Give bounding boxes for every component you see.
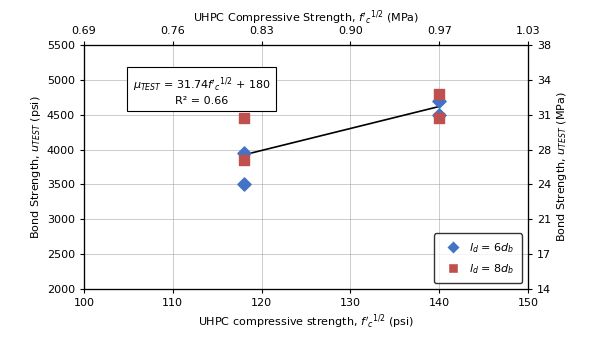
Y-axis label: Bond Strength, $u_{TEST}$ (MPa): Bond Strength, $u_{TEST}$ (MPa)	[556, 92, 569, 243]
Point	[434, 98, 444, 104]
Point	[434, 112, 444, 118]
Point	[239, 116, 248, 121]
Point	[239, 182, 248, 187]
Legend: $l_d$ = 6$d_b$, $l_d$ = 8$d_b$: $l_d$ = 6$d_b$, $l_d$ = 8$d_b$	[434, 234, 523, 283]
Point	[434, 116, 444, 121]
Y-axis label: Bond Strength, $u_{TEST}$ (psi): Bond Strength, $u_{TEST}$ (psi)	[29, 95, 43, 239]
Text: $\mu_{TEST}$ = 31.74$f'_c$$^{1/2}$ + 180
R² = 0.66: $\mu_{TEST}$ = 31.74$f'_c$$^{1/2}$ + 180…	[133, 76, 271, 106]
X-axis label: UHPC compressive strength, $f'_c$$^{1/2}$ (psi): UHPC compressive strength, $f'_c$$^{1/2}…	[198, 312, 414, 331]
Point	[434, 91, 444, 97]
Point	[239, 157, 248, 163]
Point	[239, 150, 248, 156]
X-axis label: UHPC Compressive Strength, $f'_c$$^{1/2}$ (MPa): UHPC Compressive Strength, $f'_c$$^{1/2}…	[193, 9, 419, 27]
